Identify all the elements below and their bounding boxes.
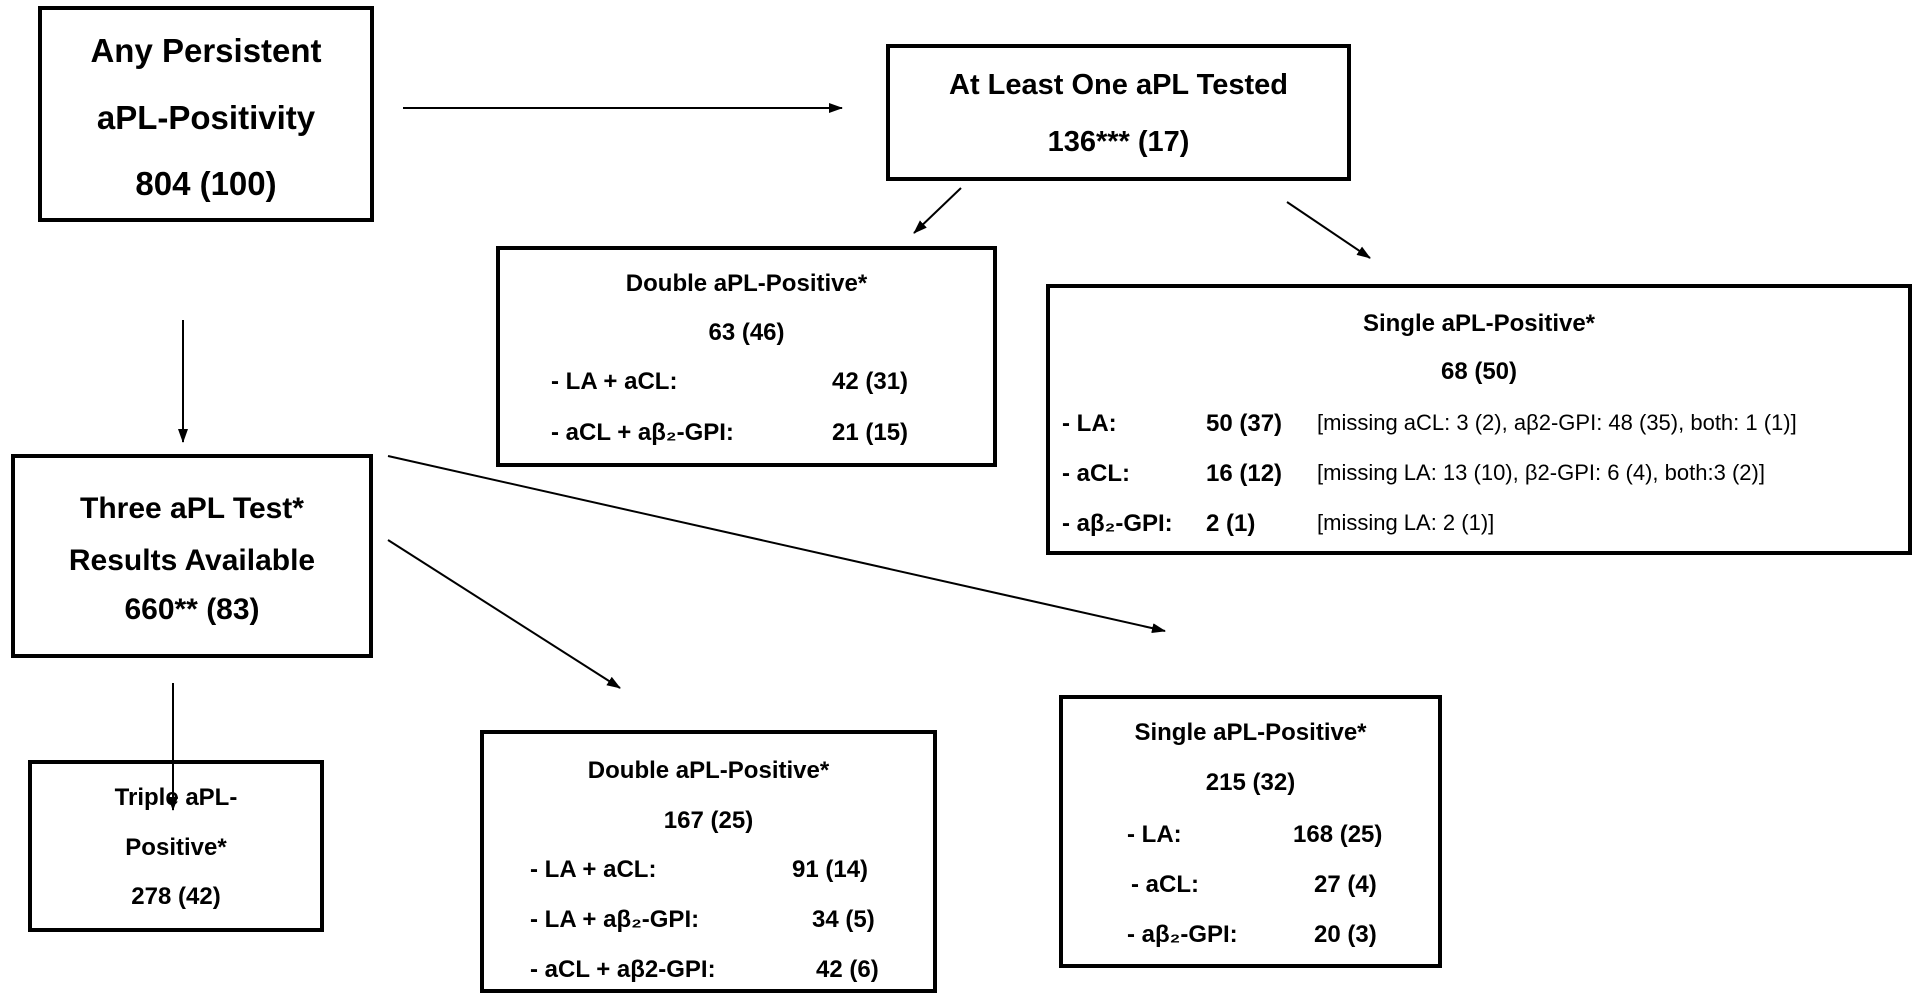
root-line1: Any Persistent — [90, 32, 322, 69]
single-bottom-row2-value: 27 (4) — [1314, 871, 1377, 898]
single-top-row3-value: 2 (1) — [1206, 510, 1256, 537]
double-bottom-row1-label: - LA + aCL: — [530, 856, 657, 883]
single-bottom-row3-value: 20 (3) — [1314, 921, 1377, 948]
box-three-tests-available: Three aPL Test* Results Available 660** … — [11, 454, 373, 658]
single-top-count: 68 (50) — [1440, 358, 1518, 385]
double-bottom-row2-value: 34 (5) — [812, 906, 875, 933]
single-bottom-row2-label: - aCL: — [1131, 871, 1199, 898]
double-top-row1-label: - LA + aCL: — [551, 368, 678, 395]
single-bottom-count: 215 (32) — [1205, 769, 1296, 796]
single-bottom-row1-label: - LA: — [1127, 821, 1182, 848]
box-double-positive-bottom: Double aPL-Positive* 167 (25) - LA + aCL… — [480, 730, 937, 993]
single-top-row3-label: - aβ₂-GPI: — [1062, 510, 1173, 537]
three-tests-line2: Results Available — [68, 544, 316, 577]
single-top-row1-note: [missing aCL: 3 (2), aβ2-GPI: 48 (35), b… — [1317, 410, 1797, 435]
box-triple-positive: Triple aPL- Positive* 278 (42) — [28, 760, 324, 932]
box-at-least-one-tested: At Least One aPL Tested 136*** (17) — [886, 44, 1351, 181]
box-single-positive-top: Single aPL-Positive* 68 (50) - LA: 50 (3… — [1046, 284, 1912, 555]
single-bottom-row3-label: - aβ₂-GPI: — [1127, 921, 1238, 948]
box-any-persistent: Any Persistent aPL-Positivity 804 (100) — [38, 6, 374, 222]
double-bottom-title: Double aPL-Positive* — [587, 757, 830, 784]
single-top-row1-value: 50 (37) — [1206, 410, 1283, 437]
double-bottom-row3-value: 42 (6) — [816, 956, 879, 983]
double-top-row1-value: 42 (31) — [832, 368, 909, 395]
three-tests-count: 660** (83) — [124, 593, 260, 626]
single-bottom-title: Single aPL-Positive* — [1134, 719, 1367, 746]
single-top-row2-value: 16 (12) — [1206, 460, 1283, 487]
single-top-title: Single aPL-Positive* — [1362, 310, 1596, 337]
single-bottom-row1-value: 168 (25) — [1293, 821, 1383, 848]
at-least-one-count: 136*** (17) — [1047, 126, 1190, 158]
single-top-row2-note: [missing LA: 13 (10), β2-GPI: 6 (4), bot… — [1317, 460, 1765, 485]
double-bottom-row1-value: 91 (14) — [792, 856, 869, 883]
double-top-row2-value: 21 (15) — [832, 419, 909, 446]
triple-line2: Positive* — [125, 834, 227, 861]
single-top-row1-label: - LA: — [1062, 410, 1117, 437]
arrow-to-double-bottom — [387, 539, 621, 689]
single-top-row3-note: [missing LA: 2 (1)] — [1317, 510, 1495, 535]
box-single-positive-bottom: Single aPL-Positive* 215 (32) - LA: 168 … — [1059, 695, 1442, 968]
double-top-row2-label: - aCL + aβ₂-GPI: — [551, 419, 734, 446]
three-tests-line1: Three aPL Test* — [80, 492, 304, 525]
root-line2: aPL-Positivity — [96, 99, 316, 136]
double-bottom-row2-label: - LA + aβ₂-GPI: — [530, 906, 700, 933]
box-double-positive-top: Double aPL-Positive* 63 (46) - LA + aCL:… — [496, 246, 997, 467]
double-bottom-row3-label: - aCL + aβ2-GPI: — [530, 956, 716, 983]
double-top-count: 63 (46) — [708, 319, 785, 346]
triple-line1: Triple aPL- — [114, 784, 238, 811]
double-top-title: Double aPL-Positive* — [625, 270, 868, 297]
double-bottom-count: 167 (25) — [663, 807, 754, 834]
single-top-row2-label: - aCL: — [1062, 460, 1130, 487]
arrow-to-single-top — [1286, 201, 1371, 259]
at-least-one-title: At Least One aPL Tested — [949, 69, 1288, 101]
root-count: 804 (100) — [135, 165, 277, 202]
arrow-to-double-top — [913, 187, 962, 234]
triple-count: 278 (42) — [131, 883, 221, 910]
